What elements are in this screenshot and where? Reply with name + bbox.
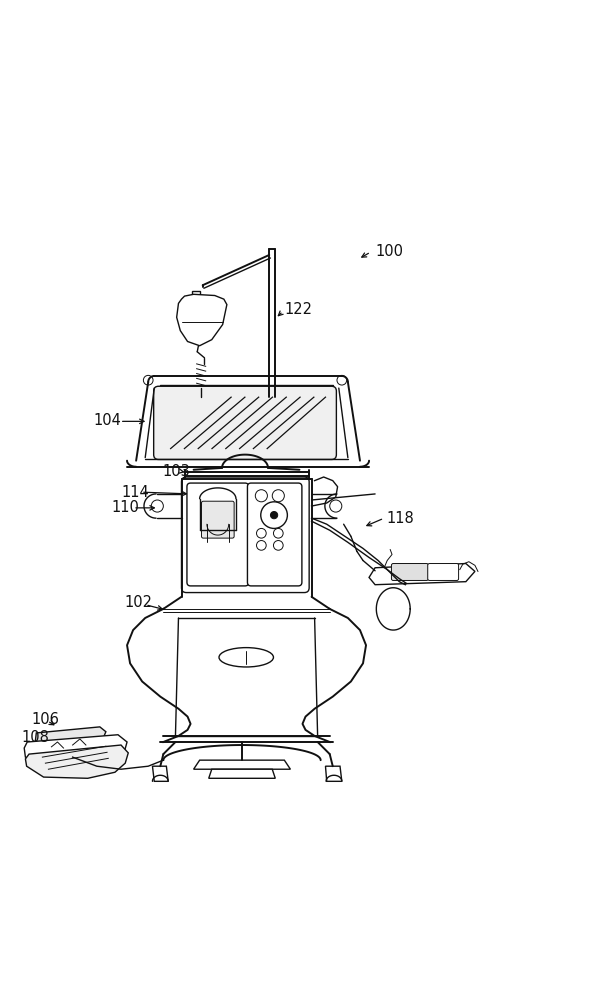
Circle shape [330, 500, 342, 512]
Circle shape [255, 490, 267, 502]
FancyBboxPatch shape [187, 483, 249, 586]
Text: 104: 104 [94, 413, 122, 428]
Text: 118: 118 [386, 511, 414, 526]
Circle shape [273, 541, 283, 550]
Text: 114: 114 [121, 485, 149, 500]
FancyBboxPatch shape [201, 501, 234, 538]
Polygon shape [152, 766, 168, 781]
Polygon shape [192, 291, 200, 299]
Polygon shape [209, 769, 275, 778]
Circle shape [151, 500, 163, 512]
Polygon shape [24, 735, 127, 767]
Polygon shape [194, 760, 290, 769]
Text: 110: 110 [112, 500, 140, 515]
FancyBboxPatch shape [154, 386, 336, 459]
Circle shape [337, 375, 347, 385]
Circle shape [272, 490, 284, 502]
Polygon shape [35, 727, 106, 751]
FancyBboxPatch shape [428, 564, 459, 580]
Circle shape [143, 375, 153, 385]
Polygon shape [177, 294, 227, 346]
Text: 122: 122 [284, 302, 312, 317]
Text: 103: 103 [162, 464, 190, 479]
Polygon shape [369, 564, 475, 585]
Text: 100: 100 [375, 244, 403, 259]
Text: 102: 102 [124, 595, 152, 610]
Circle shape [261, 502, 287, 528]
Text: 106: 106 [31, 712, 59, 727]
Text: 108: 108 [22, 730, 50, 745]
Circle shape [257, 528, 266, 538]
Circle shape [257, 541, 266, 550]
FancyBboxPatch shape [247, 483, 302, 586]
Circle shape [273, 528, 283, 538]
Polygon shape [25, 745, 128, 778]
Polygon shape [325, 766, 342, 781]
FancyBboxPatch shape [391, 564, 428, 580]
Circle shape [270, 511, 278, 519]
FancyBboxPatch shape [182, 477, 309, 593]
